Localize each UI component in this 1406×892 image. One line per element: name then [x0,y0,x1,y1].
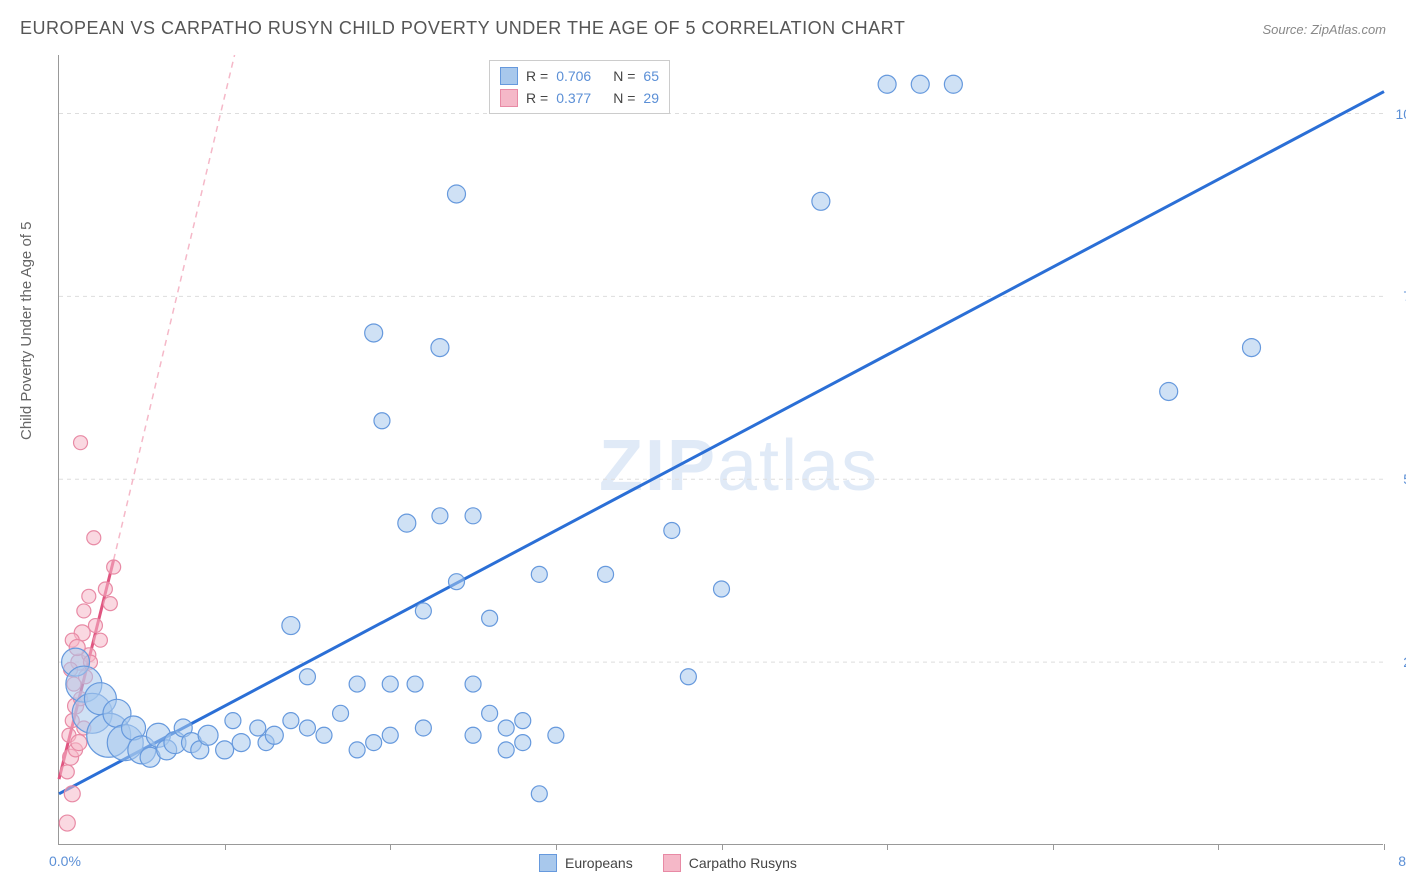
x-tick [556,844,557,850]
legend-item-carpatho: Carpatho Rusyns [663,854,797,872]
chart-plot-area: ZIPatlas 25.0%50.0%75.0%100.0% 0.0% 80.0… [58,55,1383,845]
correlation-legend: R = 0.706 N = 65 R = 0.377 N = 29 [489,60,670,114]
legend-label-europeans: Europeans [565,855,633,871]
legend-r-europeans: 0.706 [556,68,591,84]
legend-swatch-carpatho [500,89,518,107]
legend-n-label: N = [613,68,635,84]
legend-row-europeans: R = 0.706 N = 65 [500,65,659,87]
x-tick [1053,844,1054,850]
legend-item-europeans: Europeans [539,854,633,872]
legend-r-carpatho: 0.377 [556,90,591,106]
legend-swatch-europeans-bottom [539,854,557,872]
series-legend: Europeans Carpatho Rusyns [539,854,797,872]
legend-swatch-carpatho-bottom [663,854,681,872]
x-tick [1218,844,1219,850]
y-axis-label: Child Poverty Under the Age of 5 [18,222,35,440]
legend-n-label: N = [613,90,635,106]
x-axis-min-label: 0.0% [49,853,81,869]
scatter-svg [59,55,1383,844]
legend-label-carpatho: Carpatho Rusyns [689,855,797,871]
x-tick [225,844,226,850]
y-tick-label: 100.0% [1396,106,1406,122]
x-tick [887,844,888,850]
legend-swatch-europeans [500,67,518,85]
legend-n-carpatho: 29 [643,90,659,106]
legend-row-carpatho: R = 0.377 N = 29 [500,87,659,109]
x-axis-max-label: 80.0% [1398,853,1406,869]
legend-n-europeans: 65 [643,68,659,84]
x-tick [390,844,391,850]
source-label: Source: ZipAtlas.com [1262,22,1386,37]
legend-r-label: R = [526,68,548,84]
chart-title: EUROPEAN VS CARPATHO RUSYN CHILD POVERTY… [20,18,905,39]
x-tick [722,844,723,850]
x-tick [1384,844,1385,850]
legend-r-label: R = [526,90,548,106]
